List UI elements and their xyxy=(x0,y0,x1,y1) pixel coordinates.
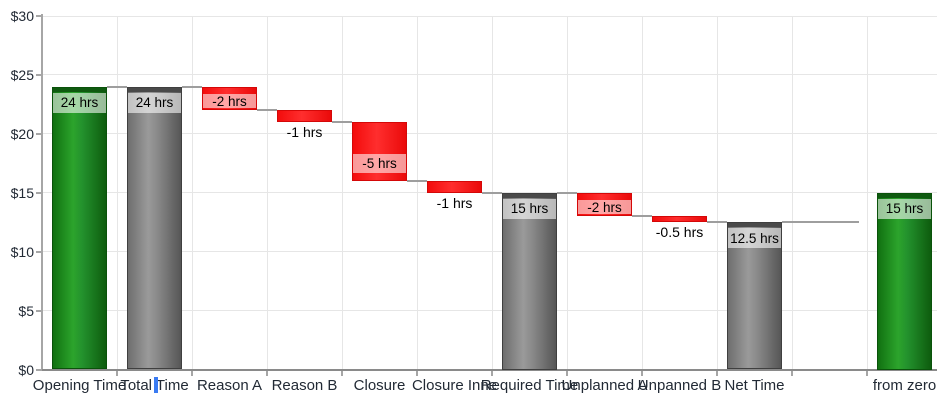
x-label-opening-time: Opening Time xyxy=(32,377,127,394)
bar-value-label: 24 hrs xyxy=(128,92,181,113)
x-axis-tick xyxy=(266,370,268,376)
x-label-closure-inne: Closure Inne xyxy=(411,377,498,394)
bar-top-cap xyxy=(878,193,931,198)
connector-line xyxy=(782,221,859,224)
x-label-from-zero: from zero xyxy=(872,377,937,394)
connector-line xyxy=(632,215,652,218)
x-label-required-time: Required Time xyxy=(480,377,579,394)
bar-closure[interactable]: -5 hrs xyxy=(352,122,407,181)
gridline-vertical xyxy=(792,16,793,370)
gridline-vertical xyxy=(642,16,643,370)
gridline-vertical xyxy=(117,16,118,370)
y-axis-tick xyxy=(36,15,42,17)
bar-value-label: 24 hrs xyxy=(53,92,106,113)
bar-value-label: -0.5 hrs xyxy=(655,224,704,241)
x-label-unpanned-b: Unpanned B xyxy=(637,377,722,394)
connector-line xyxy=(182,85,202,88)
gridline-vertical xyxy=(267,16,268,370)
gridline-horizontal xyxy=(42,310,937,312)
gridline-horizontal xyxy=(42,74,937,76)
bar-value-label: -1 hrs xyxy=(286,124,323,141)
y-axis-label: $10 xyxy=(10,243,34,260)
bar-top-cap xyxy=(503,193,556,198)
y-axis-tick xyxy=(36,309,42,312)
x-axis-line xyxy=(42,369,937,371)
x-label-unplanned-a: Unplanned A xyxy=(561,377,648,394)
x-axis-tick xyxy=(116,370,118,376)
y-axis-label: $20 xyxy=(10,125,34,142)
bar-top-cap xyxy=(728,223,781,228)
bar-reason-a[interactable]: -2 hrs xyxy=(202,86,257,111)
x-axis-tick xyxy=(866,370,868,376)
x-axis-tick xyxy=(191,370,193,376)
x-label-reason-a: Reason A xyxy=(196,377,263,394)
bar-required-time[interactable]: 15 hrs xyxy=(502,192,557,370)
bar-from-zero[interactable]: 15 hrs xyxy=(877,192,932,370)
y-axis-label: $5 xyxy=(18,302,34,319)
bar-top-cap xyxy=(53,87,106,92)
x-label-reason-b: Reason B xyxy=(271,377,338,394)
bar-value-label: -5 hrs xyxy=(353,153,406,173)
bar-net-time[interactable]: 12.5 hrs xyxy=(727,222,782,370)
gridline-vertical xyxy=(192,16,193,370)
bar-value-label: 15 hrs xyxy=(878,198,931,219)
y-axis-line xyxy=(41,14,43,371)
y-axis-tick xyxy=(36,250,42,253)
y-axis-tick xyxy=(36,132,42,135)
connector-line xyxy=(257,109,277,112)
y-axis-tick xyxy=(36,191,42,194)
gridline-vertical xyxy=(342,16,343,370)
bar-value-label: -1 hrs xyxy=(436,194,473,211)
connector-line xyxy=(482,191,502,194)
x-axis-tick xyxy=(416,370,418,376)
bar-value-label: 15 hrs xyxy=(503,198,556,219)
bar-value-label: -2 hrs xyxy=(578,200,631,215)
x-label-net-time: Net Time xyxy=(724,377,785,394)
bar-value-label: 12.5 hrs xyxy=(728,228,781,249)
connector-line xyxy=(107,85,127,88)
bar-unpanned-b[interactable] xyxy=(652,216,707,223)
gridline-horizontal xyxy=(42,133,937,135)
y-axis-tick xyxy=(36,368,42,371)
text-caret xyxy=(154,377,158,393)
bar-total-time[interactable]: 24 hrs xyxy=(127,86,182,370)
bar-opening-time[interactable]: 24 hrs xyxy=(52,86,107,370)
y-axis-tick xyxy=(36,73,42,76)
bar-value-label: -2 hrs xyxy=(203,94,256,109)
bar-closure-inne[interactable] xyxy=(427,180,482,193)
x-axis-tick xyxy=(716,370,718,376)
y-axis-label: $30 xyxy=(10,8,34,24)
x-label-closure: Closure xyxy=(353,377,406,394)
connector-line xyxy=(707,221,727,224)
gridline-vertical xyxy=(717,16,718,370)
bar-unplanned-a[interactable]: -2 hrs xyxy=(577,192,632,217)
y-axis-label: $0 xyxy=(18,361,34,378)
bar-top-cap xyxy=(128,87,181,92)
connector-line xyxy=(557,191,577,194)
y-axis-label: $25 xyxy=(10,66,34,83)
x-axis-tick xyxy=(341,370,343,376)
x-axis-tick xyxy=(566,370,568,376)
gridline-vertical xyxy=(867,16,868,370)
gridline-horizontal xyxy=(42,15,937,17)
gridline-horizontal xyxy=(42,251,937,253)
connector-line xyxy=(407,179,427,182)
y-axis-label: $15 xyxy=(10,184,34,201)
gridline-vertical xyxy=(417,16,418,370)
x-axis-tick xyxy=(791,370,793,376)
connector-line xyxy=(332,121,352,124)
bar-reason-b[interactable] xyxy=(277,110,332,123)
x-axis-tick xyxy=(641,370,643,376)
x-axis-tick xyxy=(491,370,493,376)
